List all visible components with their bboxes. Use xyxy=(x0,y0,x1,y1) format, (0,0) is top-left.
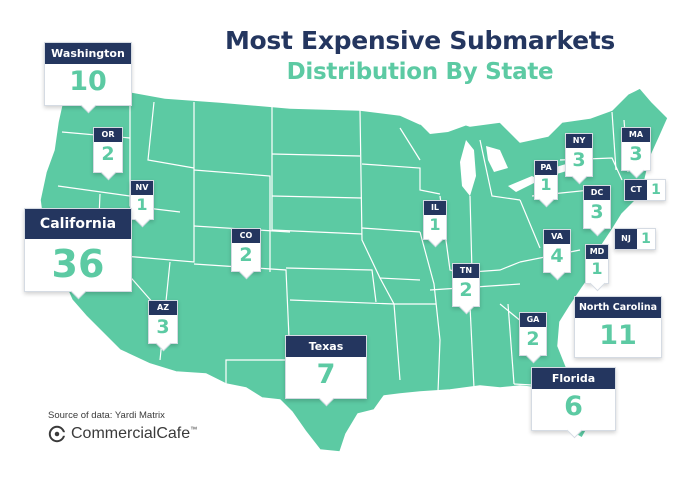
border-line xyxy=(611,111,617,171)
state-count: 7 xyxy=(316,359,336,390)
state-name: North Carolina xyxy=(575,297,661,318)
state-label-az: AZ 3 xyxy=(148,300,178,352)
border-line xyxy=(359,109,421,281)
state-label-nv: NV 1 xyxy=(130,180,154,228)
state-name: VA xyxy=(544,230,570,244)
state-count: 4 xyxy=(550,245,564,267)
state-label-ny: NY 3 xyxy=(565,133,593,185)
border-line xyxy=(147,101,195,169)
state-label-texas: Texas 7 xyxy=(285,335,367,407)
state-count: 10 xyxy=(69,66,107,97)
border-line xyxy=(479,139,521,201)
state-name: OR xyxy=(94,128,122,142)
border-line xyxy=(123,102,195,263)
state-name: Florida xyxy=(532,368,615,389)
border-line xyxy=(271,153,361,157)
state-count: 1 xyxy=(591,259,603,278)
border-line xyxy=(419,231,441,393)
state-count: 2 xyxy=(526,328,540,350)
border-line xyxy=(271,195,363,199)
border-line xyxy=(285,267,377,303)
state-label-nj: NJ 1 xyxy=(614,228,656,250)
chart-title: Most Expensive Submarkets xyxy=(224,26,616,55)
state-name: CT xyxy=(625,180,647,200)
commercialcafe-logo-icon xyxy=(48,425,66,443)
state-label-california: California 36 xyxy=(24,208,132,300)
state-label-ga: GA 2 xyxy=(519,312,547,364)
state-name: NJ xyxy=(615,229,637,249)
border-line xyxy=(507,303,515,385)
state-label-pa: PA 1 xyxy=(534,160,558,208)
border-line xyxy=(379,277,436,305)
state-label-il: IL 1 xyxy=(423,200,447,248)
lake-erie xyxy=(508,176,540,192)
state-label-florida: Florida 6 xyxy=(531,367,616,439)
brand-name: CommercialCafe™ xyxy=(71,425,197,443)
state-count: 2 xyxy=(459,279,473,301)
lake-huron xyxy=(486,146,508,172)
state-label-ct: CT 1 xyxy=(624,179,666,201)
state-count: 3 xyxy=(572,149,586,171)
trademark-symbol: ™ xyxy=(190,426,198,434)
state-name: MD xyxy=(586,245,608,259)
state-count: 1 xyxy=(641,231,651,247)
chart-subtitle: Distribution By State xyxy=(286,59,554,85)
great-lakes xyxy=(418,116,570,196)
state-label-co: CO 2 xyxy=(231,228,261,280)
state-name: AZ xyxy=(149,301,177,315)
state-label-dc: DC 3 xyxy=(583,185,611,237)
state-count: 3 xyxy=(629,143,643,165)
border-line xyxy=(469,305,475,389)
state-count: 3 xyxy=(590,201,604,223)
state-count: 1 xyxy=(429,215,441,234)
state-name: PA xyxy=(535,161,557,175)
state-count: 11 xyxy=(599,320,637,351)
state-label-ma: MA 3 xyxy=(621,127,651,179)
data-source-note: Source of data: Yardi Matrix xyxy=(48,410,165,421)
state-name: NY xyxy=(566,134,592,148)
state-name: TN xyxy=(453,264,479,278)
border-line xyxy=(271,106,363,235)
state-label-tn: TN 2 xyxy=(452,263,480,315)
state-count: 1 xyxy=(651,182,661,198)
brand-name-text: CommercialCafe xyxy=(71,425,191,442)
lake-michigan xyxy=(460,140,476,196)
state-name: NV xyxy=(131,181,153,195)
state-label-va: VA 4 xyxy=(543,229,571,281)
state-name: CO xyxy=(232,229,260,243)
border-line xyxy=(57,185,131,197)
state-count: 6 xyxy=(564,391,583,422)
state-name: DC xyxy=(584,186,610,200)
lake-superior xyxy=(418,116,470,134)
state-name: Washington xyxy=(45,43,131,64)
border-line xyxy=(519,199,541,249)
state-name: Texas xyxy=(286,336,366,357)
border-line xyxy=(361,163,441,195)
brand-logo: CommercialCafe™ xyxy=(48,424,197,444)
border-line xyxy=(399,127,421,161)
state-name: MA xyxy=(622,128,650,142)
state-count: 36 xyxy=(51,242,105,286)
state-name: California xyxy=(25,209,131,239)
border-line xyxy=(193,169,271,272)
state-name: IL xyxy=(424,201,446,215)
state-name: GA xyxy=(520,313,546,327)
state-count: 1 xyxy=(136,195,148,214)
state-label-north-carolina: North Carolina 11 xyxy=(574,296,662,358)
border-line xyxy=(361,227,421,233)
state-label-md: MD 1 xyxy=(585,244,609,292)
border-line xyxy=(469,195,521,273)
state-label-washington: Washington 10 xyxy=(44,42,132,114)
state-count: 3 xyxy=(156,316,170,338)
state-count: 1 xyxy=(540,175,552,194)
state-count: 2 xyxy=(239,244,253,266)
state-count: 2 xyxy=(101,143,115,165)
state-label-or: OR 2 xyxy=(93,127,123,181)
